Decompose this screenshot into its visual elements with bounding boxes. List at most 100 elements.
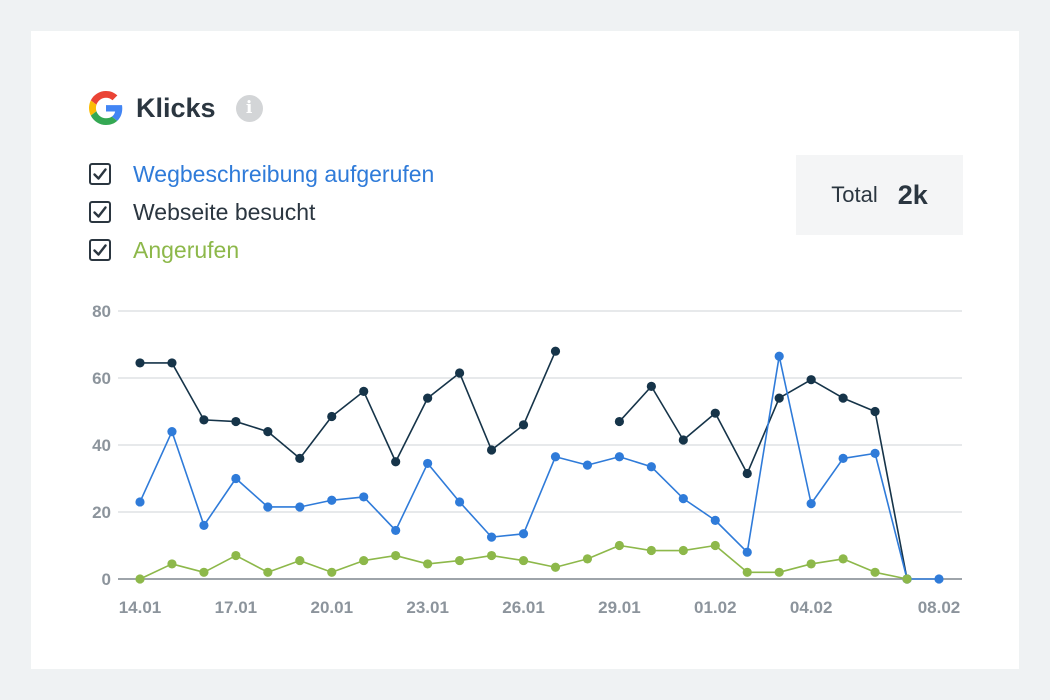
data-point [518,555,529,566]
legend-label: Webseite besucht [133,198,316,225]
data-point [359,492,369,502]
data-point [710,515,720,525]
checkmark-icon [93,206,107,218]
data-point [231,473,241,484]
series-line [618,378,908,580]
data-point [135,358,145,368]
y-tick-label: 0 [102,570,111,589]
card-header: Klicks i [89,87,263,129]
data-point [582,460,593,470]
data-point [678,494,688,504]
total-box: Total 2k [796,155,963,235]
data-point [742,567,752,577]
data-point [455,497,465,507]
data-point [838,453,848,463]
data-point [167,358,177,368]
data-point [327,567,337,577]
x-tick-label: 04.02 [790,598,833,617]
data-point [135,497,145,507]
data-point [550,562,561,572]
checkbox[interactable] [89,163,111,185]
data-point [838,554,848,564]
data-point [710,540,720,551]
data-point [550,452,561,462]
checkmark-icon [93,244,107,256]
data-point [710,408,720,418]
data-point [646,381,656,391]
data-point [550,346,561,356]
data-point [806,375,816,385]
total-value: 2k [897,179,928,210]
y-tick-label: 20 [92,503,111,522]
legend-item-wegbeschreibung[interactable]: Wegbeschreibung aufgerufen [89,155,434,193]
checkbox[interactable] [89,201,111,223]
data-point [870,448,880,458]
x-tick-label: 29.01 [598,598,641,617]
data-point [518,420,529,430]
data-point [742,547,752,557]
total-label: Total [831,182,878,207]
data-point [391,457,401,467]
data-point [391,525,401,536]
data-point [455,368,465,378]
data-point [295,502,305,512]
data-point [423,458,433,469]
data-point [774,351,784,361]
data-point [167,427,177,437]
data-point [486,550,497,561]
data-point [423,559,433,569]
data-point [167,559,177,569]
data-point [678,435,688,445]
legend-label: Angerufen [133,236,240,263]
data-point [423,393,433,403]
data-point [295,453,305,463]
data-point [199,567,209,577]
y-tick-label: 80 [92,302,111,321]
data-point [359,555,369,566]
data-point [934,574,944,584]
checkbox[interactable] [89,239,111,261]
data-point [614,540,625,551]
data-point [646,462,656,472]
y-tick-label: 60 [92,369,111,388]
x-tick-label: 20.01 [310,598,353,617]
x-tick-label: 26.01 [502,598,545,617]
data-point [838,393,848,403]
data-point [614,452,625,462]
data-point [806,499,816,509]
data-point [486,532,497,542]
data-point [231,550,241,561]
checkmark-icon [93,168,107,180]
data-point [199,415,209,425]
data-point [806,559,816,569]
data-point [359,386,369,396]
data-point [327,495,337,505]
google-logo-icon [89,91,123,125]
data-point [455,555,465,566]
x-tick-label: 14.01 [119,598,162,617]
legend-item-angerufen[interactable]: Angerufen [89,231,434,269]
data-point [199,520,209,531]
data-point [774,393,784,403]
legend-item-webseite[interactable]: Webseite besucht [89,193,434,231]
data-point [902,574,912,584]
data-point [231,416,241,427]
data-point [518,529,529,539]
data-point [870,406,880,417]
x-tick-label: 08.02 [918,598,961,617]
data-point [391,550,401,561]
y-tick-label: 40 [92,436,111,455]
data-point [678,545,688,556]
data-point [774,567,784,577]
data-point [295,555,305,566]
x-tick-label: 17.01 [215,598,258,617]
info-icon[interactable]: i [235,94,263,122]
series-line [139,355,939,580]
x-tick-label: 23.01 [406,598,449,617]
data-point [614,416,625,427]
data-point [646,545,656,556]
data-point [486,445,497,455]
data-point [327,411,337,422]
data-point [742,468,752,479]
